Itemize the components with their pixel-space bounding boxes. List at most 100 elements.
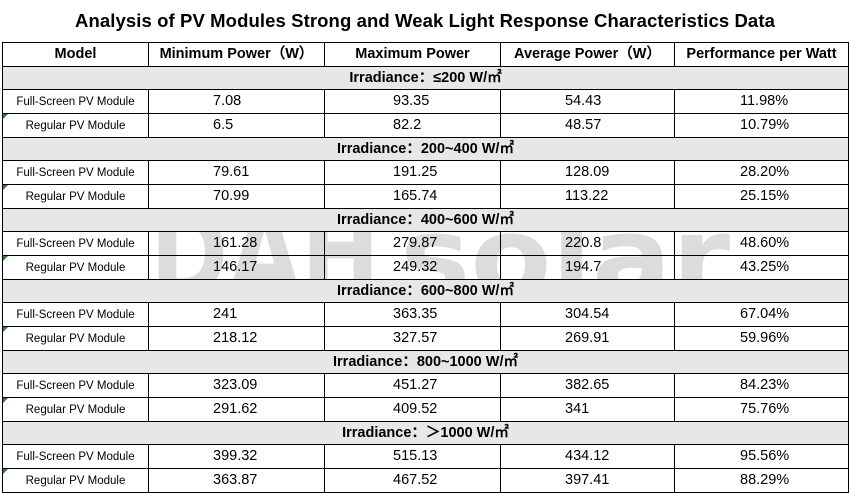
cell-perf-per-watt: 95.56%: [674, 444, 849, 469]
table-row: Full-Screen PV Module 241 363.35 304.54 67.0…: [2, 302, 849, 327]
cell-perf-per-watt: 10.79%: [674, 113, 849, 138]
cell-min-power: 70.99: [148, 184, 325, 209]
cell-max-power: 249.32: [324, 255, 501, 280]
cell-model: Regular PV Module: [2, 397, 149, 422]
table-body: Irradiance：≤200 W/㎡ Full-Screen PV Module…: [2, 66, 849, 493]
section-label: Irradiance：200~400 W/㎡: [2, 137, 849, 161]
cell-model: Full-Screen PV Module: [2, 89, 149, 114]
cell-avg-power: 434.12: [500, 444, 675, 469]
cell-max-power: 409.52: [324, 397, 501, 422]
table-row: Full-Screen PV Module 161.28 279.87 220.8 48…: [2, 231, 849, 256]
header-avg-power: Average Power（W）: [500, 42, 675, 67]
cell-avg-power: 113.22: [500, 184, 675, 209]
header-row: Model Minimum Power（W） Maximum Power Ave…: [2, 42, 849, 67]
section-label: Irradiance：400~600 W/㎡: [2, 208, 849, 232]
cell-min-power: 146.17: [148, 255, 325, 280]
model-label: Full-Screen PV Module: [16, 237, 135, 250]
cell-comment-marker-icon: [3, 398, 8, 403]
model-label: Full-Screen PV Module: [16, 166, 135, 179]
cell-min-power: 6.5: [148, 113, 325, 138]
cell-avg-power: 220.8: [500, 231, 675, 256]
cell-comment-marker-icon: [3, 185, 8, 190]
cell-perf-per-watt: 59.96%: [674, 326, 849, 351]
cell-min-power: 218.12: [148, 326, 325, 351]
model-label: Regular PV Module: [25, 403, 126, 416]
cell-perf-per-watt: 67.04%: [674, 302, 849, 327]
cell-avg-power: 397.41: [500, 468, 675, 493]
cell-comment-marker-icon: [3, 327, 8, 332]
cell-avg-power: 269.91: [500, 326, 675, 351]
table-row: Full-Screen PV Module 399.32 515.13 434.12 9…: [2, 444, 849, 469]
table-row: Regular PV Module 146.17 249.32 194.7 43.25%: [2, 255, 849, 280]
cell-avg-power: 54.43: [500, 89, 675, 114]
cell-min-power: 79.61: [148, 160, 325, 185]
cell-max-power: 451.27: [324, 373, 501, 398]
cell-perf-per-watt: 48.60%: [674, 231, 849, 256]
cell-max-power: 191.25: [324, 160, 501, 185]
cell-max-power: 93.35: [324, 89, 501, 114]
cell-model: Full-Screen PV Module: [2, 231, 149, 256]
model-label: Regular PV Module: [25, 119, 126, 132]
cell-avg-power: 382.65: [500, 373, 675, 398]
cell-model: Full-Screen PV Module: [2, 444, 149, 469]
cell-perf-per-watt: 75.76%: [674, 397, 849, 422]
cell-model: Regular PV Module: [2, 255, 149, 280]
cell-min-power: 291.62: [148, 397, 325, 422]
section-row: Irradiance：800~1000 W/㎡: [2, 350, 849, 374]
table-row: Regular PV Module 6.5 82.2 48.57 10.79%: [2, 113, 849, 138]
cell-max-power: 327.57: [324, 326, 501, 351]
cell-min-power: 399.32: [148, 444, 325, 469]
cell-max-power: 467.52: [324, 468, 501, 493]
cell-perf-per-watt: 25.15%: [674, 184, 849, 209]
cell-model: Regular PV Module: [2, 113, 149, 138]
model-label: Full-Screen PV Module: [16, 95, 135, 108]
cell-avg-power: 304.54: [500, 302, 675, 327]
header-max-power: Maximum Power: [324, 42, 501, 67]
cell-max-power: 515.13: [324, 444, 501, 469]
cell-model: Full-Screen PV Module: [2, 302, 149, 327]
model-label: Regular PV Module: [25, 261, 126, 274]
section-label: Irradiance：＞1000 W/㎡: [2, 421, 849, 445]
cell-model: Regular PV Module: [2, 326, 149, 351]
table-row: Full-Screen PV Module 7.08 93.35 54.43 11.98…: [2, 89, 849, 114]
model-label: Full-Screen PV Module: [16, 450, 135, 463]
cell-min-power: 161.28: [148, 231, 325, 256]
section-row: Irradiance：200~400 W/㎡: [2, 137, 849, 161]
cell-model: Regular PV Module: [2, 184, 149, 209]
model-label: Regular PV Module: [25, 332, 126, 345]
cell-min-power: 7.08: [148, 89, 325, 114]
cell-perf-per-watt: 11.98%: [674, 89, 849, 114]
model-label: Regular PV Module: [25, 190, 126, 203]
cell-perf-per-watt: 88.29%: [674, 468, 849, 493]
cell-max-power: 82.2: [324, 113, 501, 138]
cell-max-power: 165.74: [324, 184, 501, 209]
cell-max-power: 279.87: [324, 231, 501, 256]
header-min-power: Minimum Power（W）: [148, 42, 325, 67]
table-row: Regular PV Module 291.62 409.52 341 75.76%: [2, 397, 849, 422]
cell-min-power: 323.09: [148, 373, 325, 398]
cell-avg-power: 48.57: [500, 113, 675, 138]
section-row: Irradiance：≤200 W/㎡: [2, 66, 849, 90]
header-model: Model: [2, 42, 149, 67]
cell-max-power: 363.35: [324, 302, 501, 327]
pv-data-table: Model Minimum Power（W） Maximum Power Ave…: [2, 42, 849, 493]
cell-perf-per-watt: 28.20%: [674, 160, 849, 185]
cell-min-power: 363.87: [148, 468, 325, 493]
cell-model: Regular PV Module: [2, 468, 149, 493]
cell-avg-power: 128.09: [500, 160, 675, 185]
cell-comment-marker-icon: [3, 469, 8, 474]
section-row: Irradiance：400~600 W/㎡: [2, 208, 849, 232]
cell-avg-power: 341: [500, 397, 675, 422]
model-label: Regular PV Module: [25, 474, 126, 487]
cell-avg-power: 194.7: [500, 255, 675, 280]
cell-comment-marker-icon: [3, 114, 8, 119]
header-perf-per-watt: Performance per Watt: [674, 42, 849, 67]
page-title: Analysis of PV Modules Strong and Weak L…: [75, 10, 775, 31]
cell-comment-marker-icon: [3, 256, 8, 261]
cell-perf-per-watt: 43.25%: [674, 255, 849, 280]
section-label: Irradiance：800~1000 W/㎡: [2, 350, 849, 374]
section-row: Irradiance：600~800 W/㎡: [2, 279, 849, 303]
table-row: Regular PV Module 363.87 467.52 397.41 88.29…: [2, 468, 849, 493]
table-row: Regular PV Module 218.12 327.57 269.91 59.96…: [2, 326, 849, 351]
cell-min-power: 241: [148, 302, 325, 327]
